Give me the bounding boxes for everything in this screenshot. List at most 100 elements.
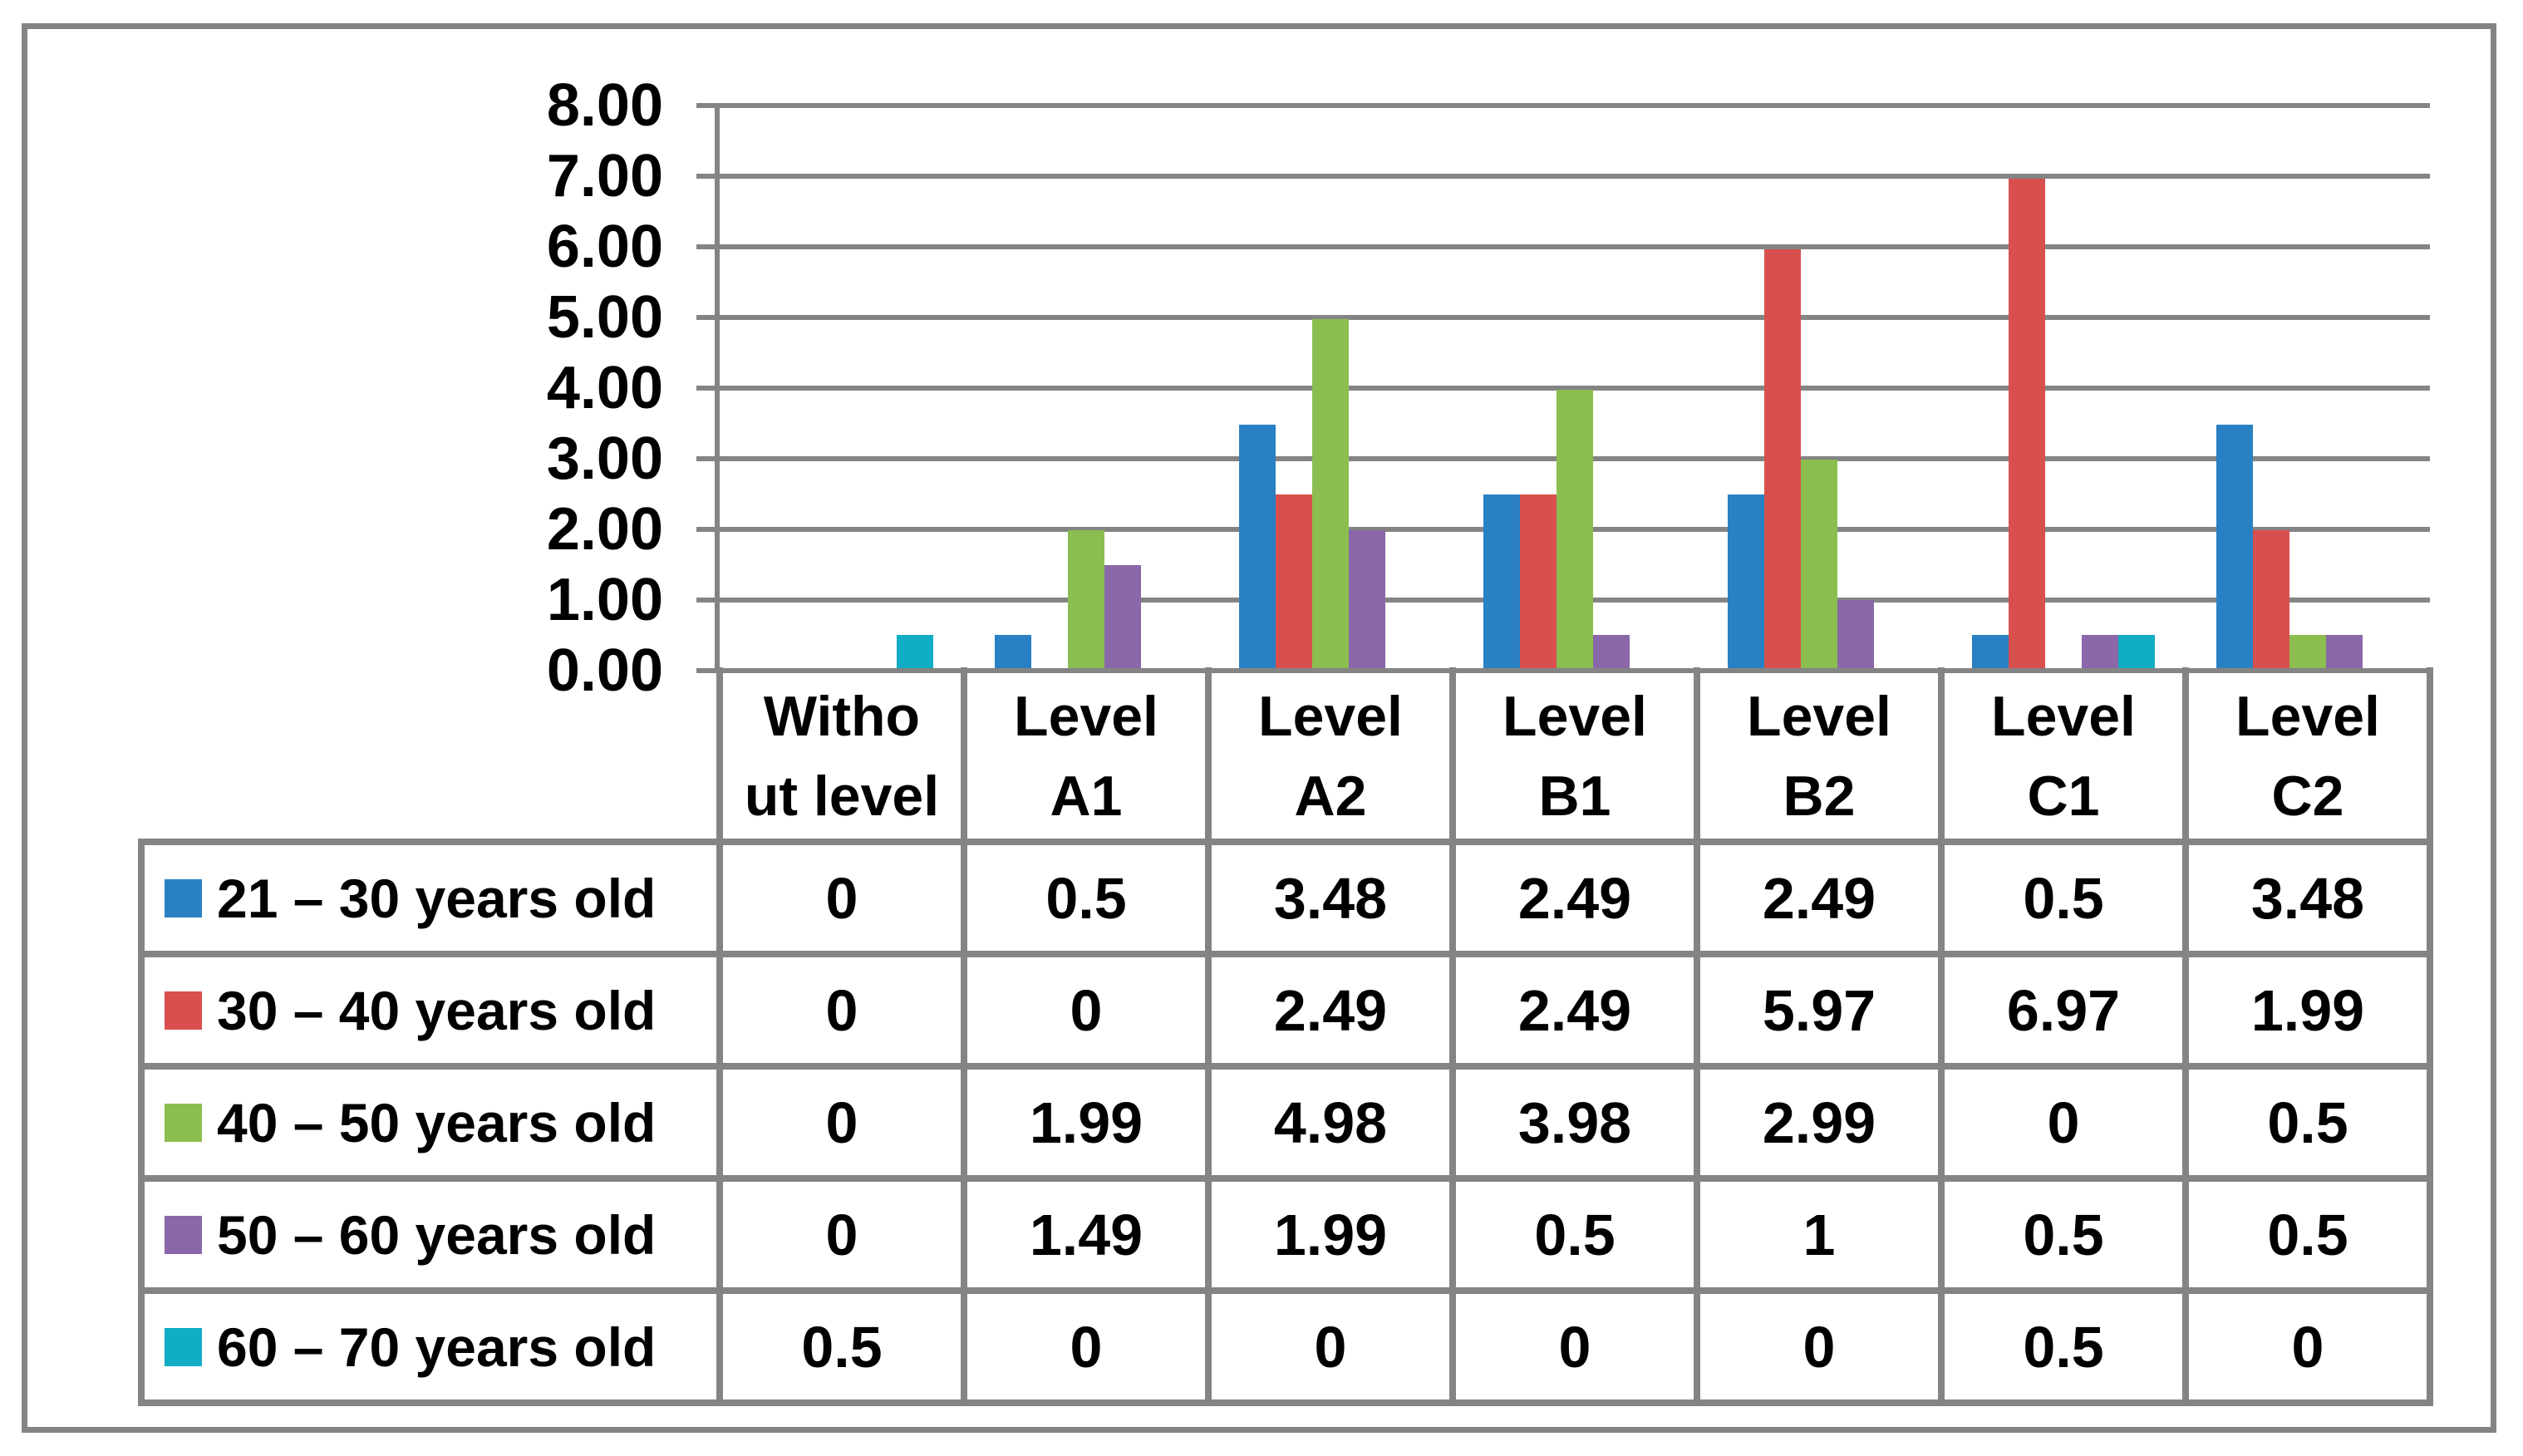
gridline bbox=[720, 174, 2430, 179]
bar-level-b1-s1 bbox=[1520, 494, 1557, 671]
bar-level-b2-s3 bbox=[1837, 600, 1874, 671]
y-axis-tick-label: 2.00 bbox=[546, 496, 663, 563]
value-cell: 0.5 bbox=[2267, 1090, 2348, 1155]
value-cell: 1.99 bbox=[1273, 1202, 1388, 1267]
column-header-level-c1: Level C1 bbox=[1991, 685, 2136, 828]
bar-level-a1-s2 bbox=[1068, 530, 1104, 671]
legend-row-30-40: 30 – 40 years old bbox=[141, 954, 720, 1066]
y-axis-tick-label: 3.00 bbox=[546, 425, 663, 492]
y-axis-tick bbox=[696, 103, 720, 108]
gridline bbox=[720, 386, 2430, 391]
bar-level-c1-s3 bbox=[2082, 635, 2118, 671]
bar-level-a2-s1 bbox=[1276, 494, 1312, 671]
table-border-vertical bbox=[2427, 667, 2433, 1406]
table-border-vertical bbox=[1205, 667, 1212, 1406]
y-axis-tick-label: 4.00 bbox=[546, 355, 663, 421]
value-cell: 0.5 bbox=[801, 1314, 883, 1380]
bar-level-a1-s0 bbox=[995, 635, 1031, 671]
value-cell: 0 bbox=[1070, 977, 1103, 1043]
value-cell: 0.5 bbox=[2023, 865, 2104, 931]
outer-frame bbox=[22, 23, 2496, 1433]
legend-label: 50 – 60 years old bbox=[217, 1203, 657, 1266]
value-cell: 2.49 bbox=[1273, 977, 1388, 1043]
bar-level-b2-s0 bbox=[1728, 494, 1764, 671]
bar-level-c2-s2 bbox=[2289, 635, 2326, 671]
table-border-horizontal bbox=[138, 1175, 2433, 1182]
legend-label: 40 – 50 years old bbox=[217, 1091, 657, 1153]
column-header-level-c2: Level C2 bbox=[2235, 685, 2380, 828]
table-border-horizontal bbox=[138, 1399, 2433, 1406]
y-axis-tick-label: 5.00 bbox=[546, 284, 663, 351]
y-axis-tick bbox=[696, 598, 720, 603]
legend-row-21-30: 21 – 30 years old bbox=[141, 842, 720, 954]
value-cell: 1 bbox=[1802, 1202, 1836, 1267]
table-border-vertical bbox=[1694, 667, 1700, 1406]
bar-level-c1-s4 bbox=[2118, 635, 2155, 671]
table-border-vertical bbox=[716, 667, 723, 1406]
value-cell: 0 bbox=[1070, 1314, 1103, 1380]
gridline bbox=[720, 244, 2430, 249]
y-axis-tick bbox=[696, 527, 720, 532]
table-border-vertical bbox=[1938, 667, 1945, 1406]
bar-level-a2-s2 bbox=[1312, 319, 1349, 671]
legend-swatch-21-30 bbox=[165, 878, 202, 917]
y-axis-tick bbox=[696, 668, 720, 673]
table-border-vertical bbox=[1449, 667, 1456, 1406]
gridline bbox=[720, 315, 2430, 320]
legend-row-40-50: 40 – 50 years old bbox=[141, 1066, 720, 1178]
y-axis-tick-label: 1.00 bbox=[546, 567, 663, 633]
bar-level-b2-s1 bbox=[1764, 249, 1801, 671]
value-cell: 2.49 bbox=[1762, 865, 1876, 931]
column-header-level-a1: Level A1 bbox=[1014, 685, 1158, 828]
x-axis-line bbox=[720, 668, 2430, 673]
table-border-vertical bbox=[2182, 667, 2189, 1406]
legend-swatch-50-60 bbox=[165, 1215, 202, 1254]
bar-level-c2-s1 bbox=[2253, 530, 2289, 671]
y-axis-tick bbox=[696, 456, 720, 461]
value-cell: 3.98 bbox=[1517, 1090, 1632, 1155]
bar-level-c1-s1 bbox=[2009, 179, 2045, 671]
legend-row-50-60: 50 – 60 years old bbox=[141, 1178, 720, 1291]
value-cell: 0 bbox=[2047, 1090, 2080, 1155]
bar-level-b1-s0 bbox=[1483, 494, 1520, 671]
value-cell: 5.97 bbox=[1762, 977, 1876, 1043]
bar-level-b2-s2 bbox=[1801, 460, 1837, 671]
y-axis-tick bbox=[696, 244, 720, 249]
table-border-horizontal bbox=[138, 1063, 2433, 1070]
y-axis-tick bbox=[696, 386, 720, 391]
value-cell: 0.5 bbox=[2023, 1314, 2104, 1380]
value-cell: 1.99 bbox=[2250, 977, 2365, 1043]
y-axis-tick-label: 7.00 bbox=[546, 143, 663, 209]
y-axis-tick bbox=[696, 315, 720, 320]
table-border-horizontal bbox=[138, 951, 2433, 957]
value-cell: 0.5 bbox=[1045, 865, 1127, 931]
value-cell: 4.98 bbox=[1273, 1090, 1388, 1155]
value-cell: 0 bbox=[825, 977, 858, 1043]
value-cell: 0 bbox=[1802, 1314, 1836, 1380]
y-axis-tick-label: 0.00 bbox=[546, 637, 663, 704]
legend-swatch-60-70 bbox=[165, 1327, 202, 1366]
bar-level-c1-s0 bbox=[1972, 635, 2009, 671]
y-axis-line bbox=[715, 103, 720, 673]
table-border-vertical bbox=[138, 839, 145, 1406]
bar-level-a2-s0 bbox=[1239, 425, 1276, 671]
value-cell: 3.48 bbox=[1273, 865, 1388, 931]
column-header-level-b1: Level B1 bbox=[1502, 685, 1647, 828]
y-axis-tick-label: 6.00 bbox=[546, 214, 663, 280]
value-cell: 0 bbox=[1314, 1314, 1347, 1380]
legend-label: 30 – 40 years old bbox=[217, 979, 657, 1041]
value-cell: 0 bbox=[2291, 1314, 2324, 1380]
value-cell: 0.5 bbox=[2267, 1202, 2348, 1267]
value-cell: 1.99 bbox=[1029, 1090, 1143, 1155]
value-cell: 0 bbox=[1558, 1314, 1591, 1380]
column-header-without-level: Witho ut level bbox=[744, 685, 940, 828]
value-cell: 2.99 bbox=[1762, 1090, 1876, 1155]
value-cell: 3.48 bbox=[2250, 865, 2365, 931]
gridline bbox=[720, 103, 2430, 108]
value-cell: 2.49 bbox=[1517, 865, 1632, 931]
value-cell: 0 bbox=[825, 1090, 858, 1155]
value-cell: 0 bbox=[825, 865, 858, 931]
bar-level-b1-s3 bbox=[1593, 635, 1630, 671]
y-axis-tick-label: 8.00 bbox=[546, 72, 663, 139]
